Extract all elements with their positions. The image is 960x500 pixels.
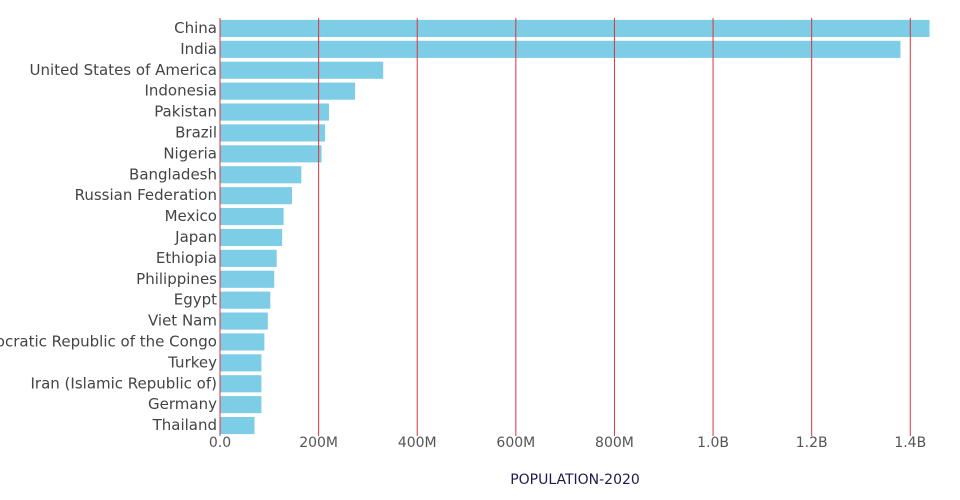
y-tick-label: Brazil bbox=[175, 123, 217, 141]
y-tick-label: Pakistan bbox=[154, 103, 217, 121]
x-tick-label: 800M bbox=[595, 435, 634, 451]
y-tick-label: United States of America bbox=[30, 61, 217, 79]
bar bbox=[220, 207, 284, 226]
x-tick-label: 600M bbox=[496, 435, 535, 451]
bar bbox=[220, 270, 275, 288]
bar bbox=[220, 19, 930, 38]
y-tick-label: India bbox=[180, 40, 217, 58]
bar bbox=[220, 354, 262, 372]
bar bbox=[220, 145, 322, 163]
y-tick-label: Germany bbox=[148, 395, 217, 413]
y-tick-label: Iran (Islamic Republic of) bbox=[31, 374, 218, 392]
y-tick-label: Viet Nam bbox=[148, 312, 217, 330]
y-tick-label: Thailand bbox=[152, 416, 217, 434]
bar bbox=[220, 312, 268, 330]
bar bbox=[220, 291, 271, 309]
y-tick-label: Bangladesh bbox=[129, 165, 217, 183]
y-tick-label: Japan bbox=[174, 228, 217, 246]
y-tick-label: Russian Federation bbox=[75, 186, 217, 204]
x-tick-label: 200M bbox=[299, 435, 338, 451]
x-tick-label: 1.4B bbox=[894, 435, 926, 451]
x-axis-title: POPULATION-2020 bbox=[510, 472, 640, 488]
x-tick-label: 1.0B bbox=[697, 435, 729, 451]
bar bbox=[220, 416, 255, 435]
x-tick-label: 0.0 bbox=[209, 435, 231, 451]
y-tick-label: Indonesia bbox=[144, 82, 217, 100]
y-tick-label: Ethiopia bbox=[156, 249, 217, 267]
bar bbox=[220, 396, 262, 414]
y-tick-label: Philippines bbox=[136, 270, 217, 288]
y-tick-label: Mexico bbox=[165, 207, 217, 225]
bar bbox=[220, 187, 292, 205]
bar bbox=[220, 103, 329, 121]
bar bbox=[220, 124, 326, 142]
y-tick-label: Democratic Republic of the Congo bbox=[0, 332, 217, 350]
x-tick-label: 1.2B bbox=[796, 435, 828, 451]
bar bbox=[220, 61, 384, 79]
bar bbox=[220, 40, 901, 58]
bar bbox=[220, 375, 262, 393]
bar bbox=[220, 333, 265, 351]
bar bbox=[220, 249, 277, 267]
y-tick-label: China bbox=[174, 19, 217, 37]
y-tick-label: Nigeria bbox=[163, 144, 217, 162]
y-tick-label: Egypt bbox=[174, 291, 217, 309]
x-tick-label: 400M bbox=[398, 435, 437, 451]
y-tick-label: Turkey bbox=[167, 353, 217, 371]
bar bbox=[220, 166, 302, 184]
bar bbox=[220, 82, 356, 100]
bar bbox=[220, 228, 283, 247]
